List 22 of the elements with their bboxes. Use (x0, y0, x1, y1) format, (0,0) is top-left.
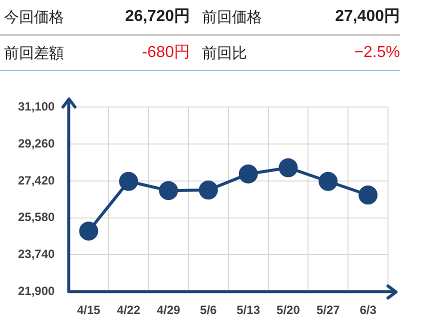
x-tick-label: 4/22 (116, 303, 141, 318)
text: 前回差額 (0, 36, 90, 71)
y-tick-label: 25,580 (18, 210, 56, 224)
x-tick-label: 5/27 (316, 303, 340, 318)
x-tick-label: 5/6 (200, 303, 218, 318)
x-tick-label: 4/29 (156, 303, 180, 318)
y-tick-label: 29,260 (18, 136, 56, 150)
x-tick-label: 6/3 (360, 303, 377, 318)
y-tick-label: 23,740 (18, 247, 56, 262)
text: 前回比 (190, 36, 300, 71)
y-tick-label: 31,100 (18, 100, 56, 114)
text: 26,720円 (90, 0, 190, 36)
y-tick-label: 21,900 (18, 284, 56, 298)
x-tick-label: 4/15 (76, 303, 101, 318)
text: 今回価格 (0, 0, 90, 36)
x-tick-label: 5/20 (276, 303, 300, 318)
text: -680円 (90, 36, 190, 71)
text: −2.5% (300, 36, 400, 71)
x-tick-label: 5/13 (236, 303, 260, 318)
text: 前回価格 (190, 0, 300, 36)
y-tick-label: 27,420 (18, 173, 56, 188)
text: 27,400円 (300, 0, 400, 36)
